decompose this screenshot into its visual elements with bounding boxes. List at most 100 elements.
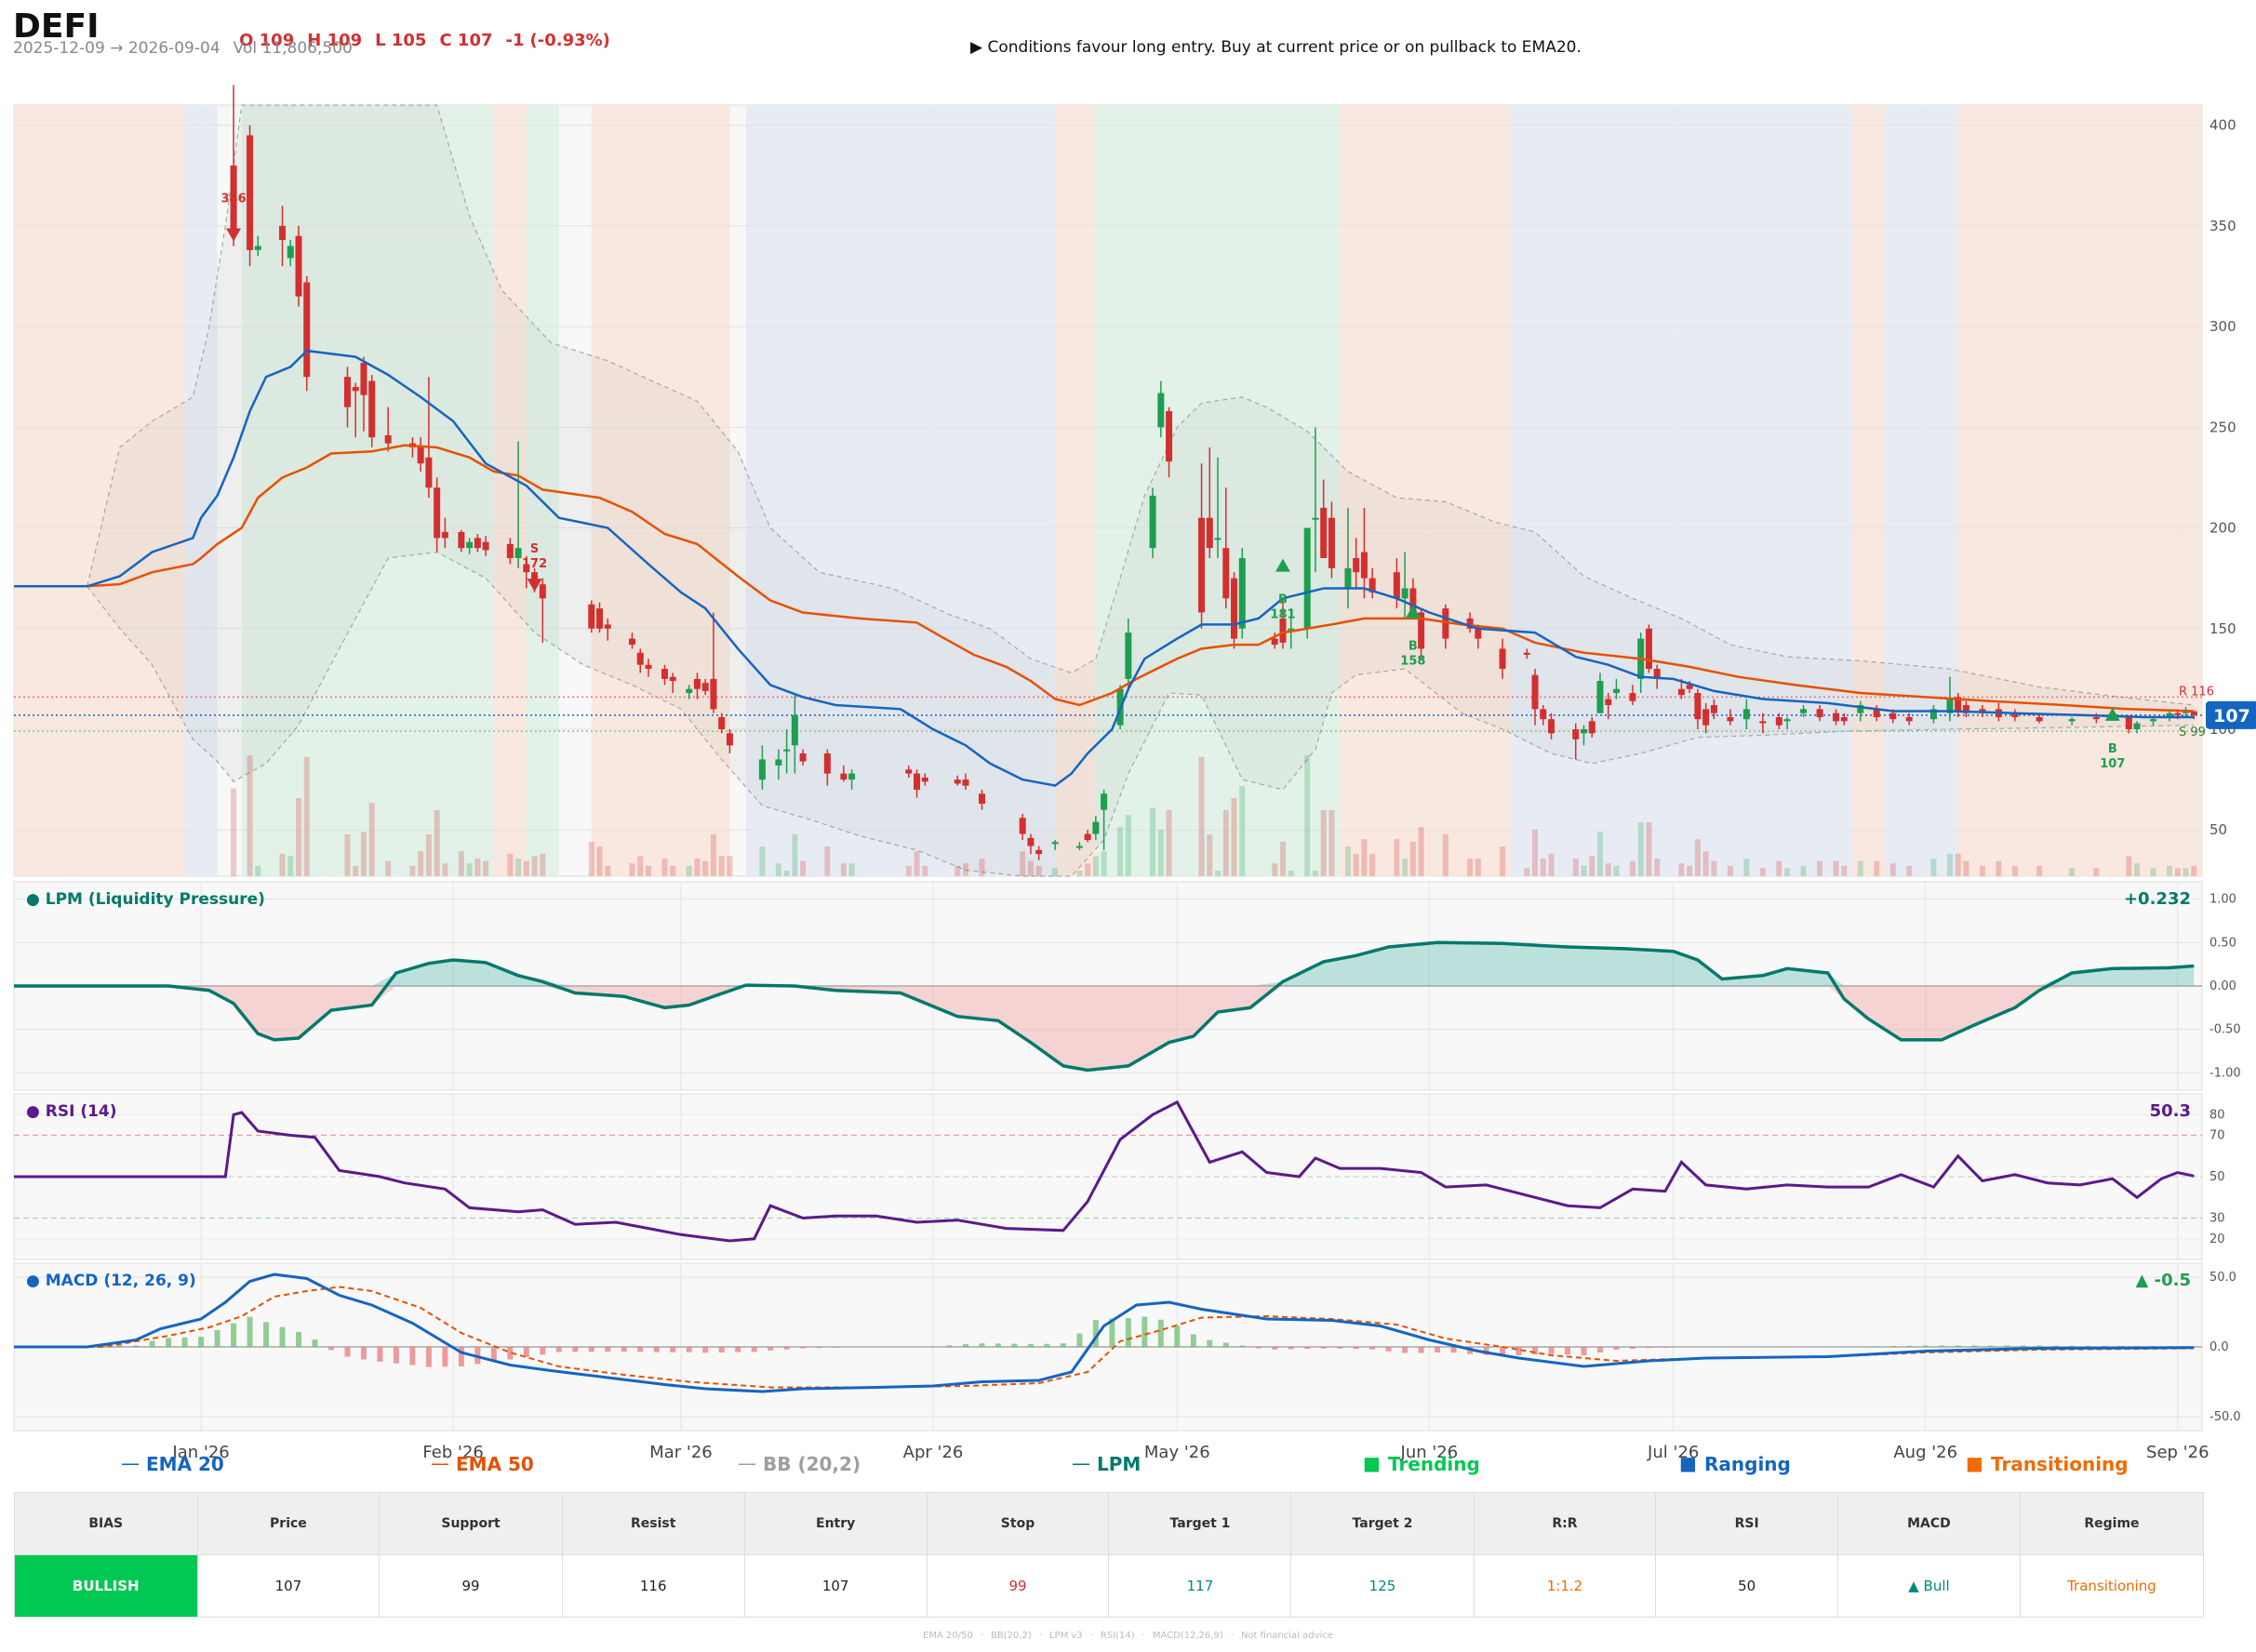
volume-bar <box>1857 860 1863 876</box>
volume-bar <box>287 856 294 876</box>
lpm-tick-label: 0.50 <box>2209 936 2236 950</box>
x-tick-label: Mar '26 <box>649 1443 713 1462</box>
volume-bar <box>1222 810 1229 876</box>
macd-histogram-bar <box>312 1339 318 1347</box>
candle-body <box>2068 719 2076 722</box>
ticker-symbol: DEFI <box>13 7 100 46</box>
summary-value-bias: BULLISH <box>14 1554 198 1618</box>
footer-item: MACD(12,26,9) <box>1152 1631 1223 1641</box>
macd-histogram-bar <box>409 1347 416 1366</box>
lpm-tick-label: 1.00 <box>2209 893 2236 907</box>
volume-bar <box>605 865 611 876</box>
candle-body <box>1238 558 1246 629</box>
summary-header-entry: Entry <box>743 1492 928 1555</box>
candle-body <box>1092 821 1100 834</box>
candle-body <box>417 446 424 464</box>
candle-body <box>693 678 701 689</box>
volume-bar <box>1817 860 1823 876</box>
macd-histogram-bar <box>686 1347 692 1352</box>
candle-body <box>1206 517 1213 549</box>
regime-band-transitioning <box>1055 105 1096 876</box>
volume-bar <box>483 860 489 876</box>
volume-bar <box>1394 839 1400 876</box>
volume-bar <box>1418 827 1424 876</box>
volume-bar <box>2167 865 2173 876</box>
volume-bar <box>1637 822 1644 876</box>
regime-band-transitioning <box>1340 105 1511 876</box>
volume-bar <box>434 810 440 876</box>
candle-body <box>425 457 433 488</box>
summary-value-macd: ▲ Bull <box>1836 1554 2021 1618</box>
volume-bar <box>466 863 473 876</box>
macd-histogram-bar <box>800 1347 807 1349</box>
recommendation-note: ▶ Conditions favour long entry. Buy at c… <box>970 38 1582 57</box>
macd-histogram-bar <box>995 1343 1001 1347</box>
macd-histogram-bar <box>377 1347 383 1362</box>
macd-histogram-bar <box>751 1347 757 1352</box>
summary-value-price: 107 <box>196 1554 380 1618</box>
candle-body <box>905 769 913 774</box>
volume-bar <box>1776 860 1782 876</box>
candle-body <box>295 235 302 297</box>
macd-histogram-bar <box>1613 1347 1620 1350</box>
ema50-line <box>14 444 2195 713</box>
summary-value-target-2: 125 <box>1290 1554 1475 1618</box>
footer-item: Not financial advice <box>1240 1631 1333 1641</box>
legend-item-ranging: ■ Ranging <box>1679 1452 1791 1475</box>
candle-body <box>360 363 367 395</box>
volume-total: Vol 11,806,500 <box>233 39 353 58</box>
summary-header-regime: Regime <box>2019 1492 2205 1555</box>
volume-bar <box>1532 829 1539 876</box>
candle-body <box>2011 713 2019 718</box>
x-tick-label: Sep '26 <box>2146 1443 2209 1462</box>
regime-band-transitioning <box>14 105 185 876</box>
volume-bar <box>425 834 432 876</box>
candle-body <box>1540 709 1547 720</box>
candle-body <box>1401 588 1408 599</box>
volume-bar <box>1150 807 1156 876</box>
candle-body <box>1344 567 1352 589</box>
volume-bar <box>1035 865 1042 876</box>
candle-body <box>1955 697 1962 712</box>
volume-bar <box>840 863 847 876</box>
macd-histogram-bar <box>1272 1347 1278 1350</box>
macd-title: ● MACD (12, 26, 9) <box>26 1272 196 1290</box>
macd-histogram-bar <box>327 1347 334 1351</box>
macd-histogram-bar <box>2085 1345 2091 1347</box>
volume-bar <box>1279 841 1286 876</box>
rsi-line <box>14 1099 2195 1243</box>
volume-bar <box>1101 851 1107 876</box>
macd-histogram-bar <box>198 1337 205 1347</box>
legend-item-ema20: — EMA 20 <box>121 1452 224 1475</box>
candle-body <box>1418 612 1425 649</box>
volume-bar <box>1548 853 1555 876</box>
macd-histogram-bar <box>1239 1345 1246 1347</box>
volume-bar <box>710 834 716 876</box>
legend-item-bb: — BB (20,2) <box>738 1452 861 1475</box>
candle-body <box>2150 719 2157 722</box>
candle-body <box>1198 517 1206 613</box>
macd-histogram-bar <box>1483 1347 1489 1355</box>
summary-value-entry: 107 <box>743 1554 928 1618</box>
last-price-label: 107 <box>2213 706 2250 726</box>
legend-label: EMA 20 <box>146 1453 224 1475</box>
volume-bar <box>1841 865 1848 876</box>
candle-body <box>604 624 611 629</box>
volume-bar <box>1304 755 1311 876</box>
candle-body <box>1231 578 1238 639</box>
macd-histogram-bar <box>1320 1347 1327 1349</box>
summary-value-regime: Transitioning <box>2019 1554 2205 1618</box>
price-tick-label: 400 <box>2209 117 2236 134</box>
candle-body <box>466 541 474 549</box>
volume-bar <box>1239 786 1246 876</box>
price-tick-label: 150 <box>2209 620 2236 637</box>
candle-body <box>1800 709 1808 713</box>
macd-histogram-bar <box>1515 1347 1522 1355</box>
volume-bar <box>1500 846 1506 876</box>
volume-bar <box>1215 871 1221 876</box>
volume-bar <box>1027 860 1034 876</box>
candle-body <box>1157 393 1165 428</box>
candle-body <box>791 714 798 746</box>
macd-histogram-bar <box>1450 1347 1457 1353</box>
